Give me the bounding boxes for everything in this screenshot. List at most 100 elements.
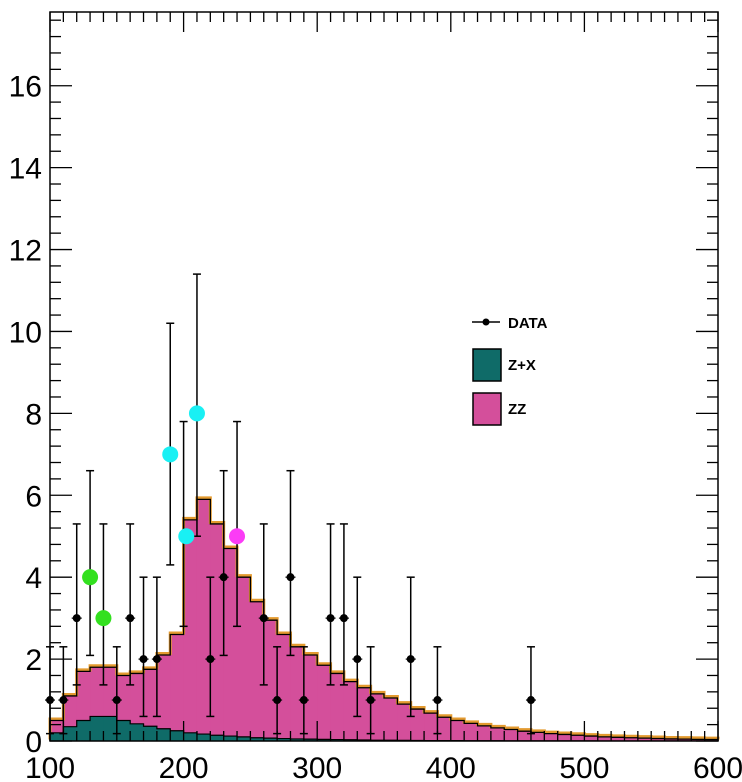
zx-bar <box>223 736 238 741</box>
data-point <box>526 696 535 705</box>
axes: 100 200 300 400 500 600 0 2 4 6 8 10 12 14 16 <box>9 11 742 782</box>
legend: DATA Z+X ZZ <box>472 315 548 426</box>
data-point <box>273 696 282 705</box>
data-points <box>45 273 536 735</box>
zx-bar <box>143 726 158 741</box>
x-tick-label: 100 <box>25 752 75 782</box>
data-point <box>206 655 215 664</box>
y-tick-label: 6 <box>25 480 42 513</box>
zz-bar <box>450 720 465 741</box>
y-tick-label: 16 <box>9 71 42 104</box>
zx-bar <box>76 720 91 741</box>
zx-bar <box>183 732 198 741</box>
zz-bar <box>597 736 612 741</box>
zz-bar <box>544 733 559 741</box>
zz-bar <box>651 738 666 741</box>
zz-bar <box>677 739 692 741</box>
y-tick-label: 14 <box>9 153 42 186</box>
data-point <box>152 655 161 664</box>
zx-bar <box>317 739 332 741</box>
zz-bar <box>384 697 398 741</box>
legend-swatch-zx <box>472 348 502 382</box>
zz-bar <box>343 681 358 741</box>
x-tick-label: 600 <box>693 752 742 782</box>
highlighted-event-marker <box>82 569 99 586</box>
data-point <box>126 614 135 623</box>
zz-bar <box>477 725 492 741</box>
y-tick-label: 0 <box>25 726 42 759</box>
zx-bar <box>63 726 78 741</box>
highlighted-event-marker <box>188 405 205 422</box>
zx-bar <box>237 736 251 741</box>
highlighted-event-marker <box>229 528 246 545</box>
highlighted-event-marker <box>162 446 179 463</box>
zz-bar <box>504 729 519 741</box>
y-tick-label: 8 <box>25 398 42 431</box>
zz-bar <box>410 709 425 741</box>
legend-data-marker <box>482 318 490 326</box>
data-point <box>339 614 348 623</box>
zz-bar <box>250 601 265 741</box>
data-point <box>219 573 228 582</box>
zz-bar <box>143 669 158 741</box>
legend-label-zx: Z+X <box>508 357 536 374</box>
zx-bar <box>250 737 265 741</box>
y-tick-label: 2 <box>25 644 42 677</box>
zz-bar <box>424 713 439 741</box>
zz-bar <box>557 734 572 741</box>
zz-bar <box>464 723 479 741</box>
zx-bar <box>90 716 105 741</box>
highlighted-event-marker <box>95 610 112 627</box>
data-point <box>112 696 121 705</box>
data-point <box>406 655 415 664</box>
data-point <box>72 614 81 623</box>
zz-bar <box>584 736 599 741</box>
zx-bar <box>170 730 185 741</box>
data-point <box>299 696 308 705</box>
zz-bar <box>571 735 585 741</box>
zz-bar <box>370 693 385 741</box>
data-point <box>433 696 442 705</box>
zz-bar <box>691 739 706 741</box>
highlighted-event-marker <box>178 528 195 545</box>
zz-bar <box>170 634 185 741</box>
zx-bar <box>277 738 292 741</box>
zz-bar <box>303 654 318 741</box>
zz-bar <box>237 577 251 741</box>
zz-bar <box>330 673 345 741</box>
zz-bar <box>223 548 238 741</box>
zz-bar <box>517 731 532 741</box>
highlighted-events <box>82 405 246 627</box>
zz-bar <box>637 738 652 741</box>
zx-bar <box>303 739 318 741</box>
zz-bar <box>210 523 225 741</box>
legend-label-data: DATA <box>508 315 548 332</box>
zz-bar <box>290 646 305 741</box>
zx-bar <box>116 720 131 741</box>
zx-bar <box>210 735 225 741</box>
data-point <box>139 655 148 664</box>
zz-bar <box>664 738 679 741</box>
y-tick-label: 12 <box>9 235 42 268</box>
zz-bar <box>624 737 639 741</box>
data-point <box>46 696 54 705</box>
data-point <box>286 573 295 582</box>
data-point <box>353 655 362 664</box>
zz-bar <box>183 519 198 741</box>
zz-bar <box>490 727 505 741</box>
zz-bar <box>196 499 211 741</box>
x-tick-label: 300 <box>292 752 342 782</box>
zz-bar <box>263 620 278 741</box>
x-tick-label: 500 <box>559 752 609 782</box>
data-point <box>366 696 375 705</box>
y-tick-label: 4 <box>25 562 42 595</box>
zz-bar <box>156 654 171 741</box>
zz-bar <box>277 634 292 741</box>
zx-bar <box>103 716 118 741</box>
zx-bar <box>50 732 64 741</box>
data-point <box>326 614 335 623</box>
zx-bar <box>290 738 305 741</box>
legend-swatch-zz <box>472 392 502 426</box>
data-point <box>59 696 68 705</box>
